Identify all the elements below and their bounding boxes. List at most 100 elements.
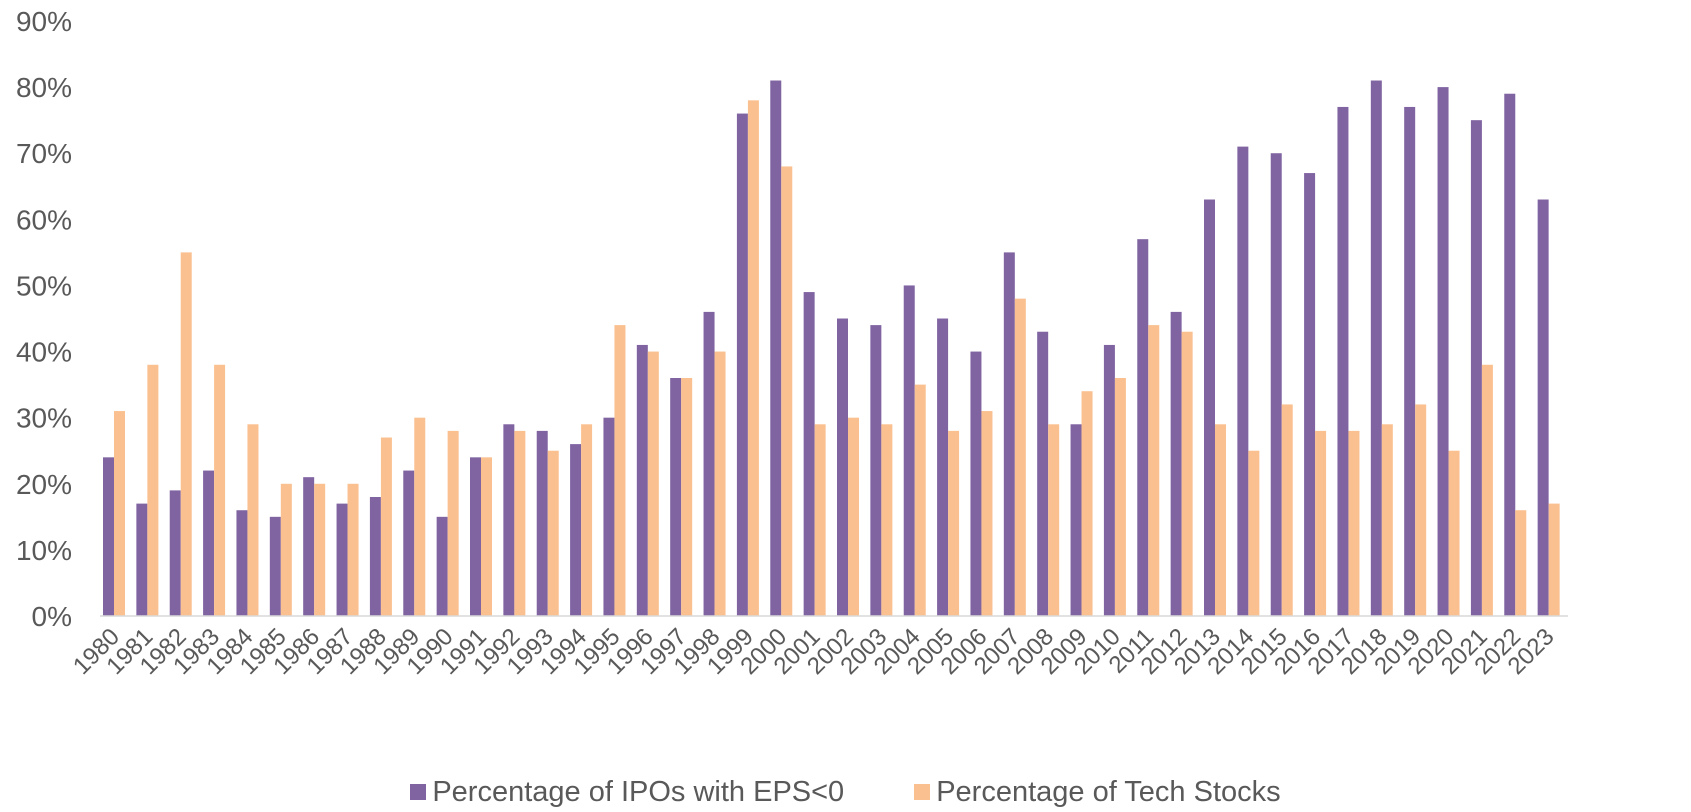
x-axis-ticks: 1980198119821983198419851986198719881989…	[68, 623, 1559, 680]
legend-item-eps: Percentage of IPOs with EPS<0	[410, 776, 844, 809]
bar-tech-stocks-1990	[447, 430, 459, 616]
bar-ipos-eps-negative-2011	[1137, 239, 1149, 617]
bar-ipos-eps-negative-2018	[1370, 80, 1382, 616]
bar-tech-stocks-2006	[981, 411, 993, 616]
bar-tech-stocks-2005	[948, 430, 960, 616]
bar-tech-stocks-2019	[1415, 404, 1427, 616]
bars	[103, 80, 1560, 617]
bar-ipos-eps-negative-1985	[269, 516, 281, 616]
bar-tech-stocks-2015	[1281, 404, 1293, 616]
bar-tech-stocks-2001	[814, 424, 826, 616]
bar-tech-stocks-1993	[547, 450, 559, 616]
bar-ipos-eps-negative-1997	[670, 378, 682, 616]
bar-ipos-eps-negative-2002	[837, 318, 848, 616]
bar-tech-stocks-1983	[214, 364, 226, 616]
y-tick-label: 40%	[16, 337, 72, 368]
bar-ipos-eps-negative-1994	[570, 444, 582, 616]
y-tick-label: 60%	[16, 204, 72, 235]
bar-ipos-eps-negative-2004	[903, 285, 915, 616]
bar-ipos-eps-negative-1996	[636, 344, 648, 616]
bar-ipos-eps-negative-2008	[1037, 331, 1049, 616]
bar-tech-stocks-2003	[881, 424, 893, 616]
bar-tech-stocks-2018	[1381, 424, 1393, 616]
bar-tech-stocks-2004	[914, 384, 926, 616]
bar-ipos-eps-negative-2003	[870, 325, 882, 616]
bar-ipos-eps-negative-1984	[236, 510, 248, 616]
bar-tech-stocks-2011	[1148, 325, 1160, 616]
legend-label-tech: Percentage of Tech Stocks	[936, 775, 1281, 808]
bar-ipos-eps-negative-2006	[970, 351, 982, 616]
bar-ipos-eps-negative-2012	[1170, 311, 1182, 616]
bar-tech-stocks-1989	[414, 417, 426, 616]
bar-tech-stocks-2014	[1248, 450, 1260, 616]
bar-ipos-eps-negative-1980	[103, 457, 114, 616]
bar-ipos-eps-negative-2022	[1504, 93, 1516, 617]
bar-tech-stocks-2023	[1548, 503, 1560, 616]
bar-ipos-eps-negative-1995	[603, 417, 615, 616]
bar-tech-stocks-2000	[781, 166, 793, 616]
legend-swatch-eps	[410, 784, 427, 800]
legend-label-eps: Percentage of IPOs with EPS<0	[432, 775, 845, 808]
bar-tech-stocks-1985	[280, 483, 292, 616]
bar-ipos-eps-negative-1982	[169, 490, 181, 616]
bar-tech-stocks-1988	[380, 437, 392, 616]
bar-tech-stocks-1996	[647, 351, 659, 616]
bar-tech-stocks-1999	[747, 100, 759, 616]
bar-ipos-eps-negative-1991	[470, 457, 481, 616]
y-tick-label: 10%	[16, 535, 72, 566]
bar-ipos-eps-negative-2007	[1003, 252, 1015, 616]
bar-ipos-eps-negative-2020	[1437, 87, 1449, 617]
bar-ipos-eps-negative-1999	[736, 113, 748, 616]
bar-tech-stocks-1997	[681, 378, 693, 616]
bar-ipos-eps-negative-2021	[1470, 120, 1482, 617]
bar-tech-stocks-1994	[581, 424, 593, 616]
bar-ipos-eps-negative-1998	[703, 311, 715, 616]
bar-tech-stocks-2022	[1515, 510, 1527, 616]
bar-tech-stocks-2008	[1048, 424, 1060, 616]
bar-tech-stocks-2017	[1348, 430, 1360, 616]
bar-ipos-eps-negative-2015	[1270, 153, 1282, 616]
y-tick-label: 30%	[16, 403, 72, 434]
bar-tech-stocks-1987	[347, 483, 359, 616]
bar-tech-stocks-2010	[1114, 378, 1126, 616]
bar-tech-stocks-1981	[147, 364, 159, 616]
bar-tech-stocks-1991	[481, 457, 492, 616]
bar-tech-stocks-2016	[1315, 430, 1327, 616]
bar-ipos-eps-negative-2009	[1070, 424, 1082, 616]
y-tick-label: 50%	[16, 270, 72, 301]
y-tick-label: 80%	[16, 72, 72, 103]
bar-tech-stocks-1982	[180, 252, 192, 616]
y-axis-ticks: 0% 10% 20% 30% 40% 50% 60% 70% 80% 90%	[16, 6, 72, 632]
bar-ipos-eps-negative-2005	[937, 318, 949, 616]
bar-ipos-eps-negative-1986	[303, 477, 315, 616]
legend-swatch-tech	[914, 784, 931, 800]
bar-tech-stocks-1984	[247, 424, 259, 616]
bar-tech-stocks-2020	[1448, 450, 1460, 616]
bar-ipos-eps-negative-2016	[1304, 173, 1316, 616]
legend: Percentage of IPOs with EPS<0 Percentage…	[0, 772, 1691, 812]
bar-ipos-eps-negative-1990	[436, 516, 448, 616]
bar-ipos-eps-negative-1989	[403, 470, 415, 616]
bar-ipos-eps-negative-2010	[1103, 344, 1115, 616]
bar-ipos-eps-negative-2000	[770, 80, 782, 616]
y-tick-label: 70%	[16, 138, 72, 169]
bar-tech-stocks-1986	[314, 483, 326, 616]
bar-tech-stocks-1992	[514, 430, 526, 616]
bar-ipos-eps-negative-1981	[136, 503, 148, 616]
bar-ipos-eps-negative-1992	[503, 424, 515, 616]
bar-tech-stocks-1995	[614, 325, 626, 616]
bar-ipos-eps-negative-2017	[1337, 106, 1349, 616]
bar-ipos-eps-negative-2013	[1204, 199, 1215, 616]
bar-tech-stocks-2007	[1014, 298, 1026, 616]
bar-ipos-eps-negative-1988	[369, 497, 381, 616]
bar-ipos-eps-negative-2023	[1537, 199, 1549, 616]
bar-ipos-eps-negative-2019	[1404, 106, 1416, 616]
bar-tech-stocks-1998	[714, 351, 726, 616]
bar-ipos-eps-negative-1987	[336, 503, 348, 616]
y-tick-label: 0%	[32, 601, 72, 632]
legend-item-tech: Percentage of Tech Stocks	[914, 775, 1281, 809]
bar-tech-stocks-1980	[114, 411, 125, 616]
bar-tech-stocks-2013	[1215, 424, 1226, 616]
bar-ipos-eps-negative-1983	[203, 470, 215, 616]
